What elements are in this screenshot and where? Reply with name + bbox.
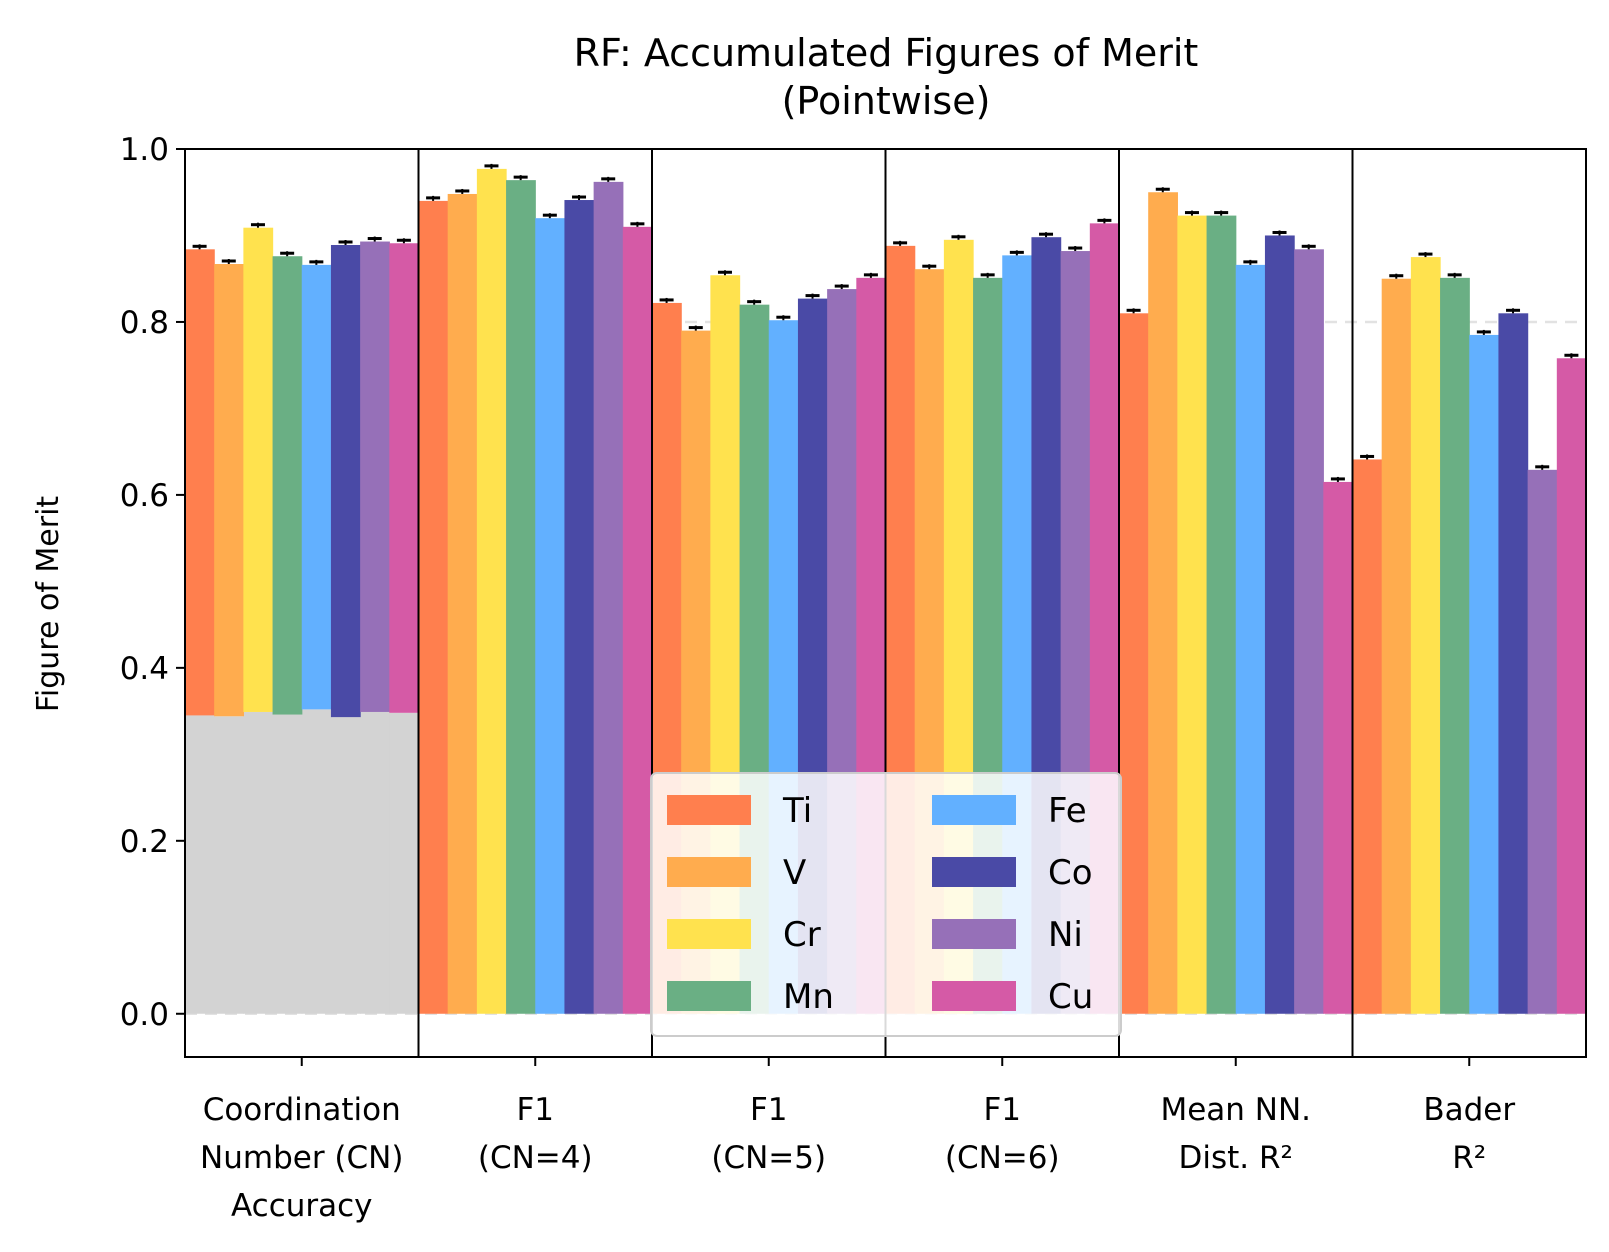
legend-label-ni: Ni — [1048, 915, 1083, 955]
bar-cu-group-4 — [1323, 481, 1354, 1014]
baseline-bar-ni — [360, 711, 390, 1014]
bar-cu-group-0 — [389, 243, 420, 713]
legend-label-cr: Cr — [783, 915, 821, 955]
bar-mn-group-0 — [272, 256, 303, 715]
bar-v-group-0 — [214, 264, 244, 717]
legend-swatch-co — [932, 857, 1016, 887]
bar-ni-group-1 — [593, 181, 624, 1014]
plot-frame — [184, 148, 1587, 1058]
y-tick-label-4: 0.8 — [120, 305, 169, 341]
bar-ni-group-5 — [1527, 469, 1558, 1014]
y-tick-label-2: 0.4 — [120, 651, 169, 687]
bar-ti-group-4 — [1119, 313, 1149, 1014]
legend-swatch-ti — [667, 795, 751, 825]
chart-subtitle: (Pointwise) — [782, 79, 991, 123]
y-tick-label-0: 0.0 — [120, 997, 169, 1033]
bar-cr-group-0 — [243, 227, 274, 712]
baseline-bar-cr — [243, 711, 274, 1014]
bar-fe-group-5 — [1469, 334, 1500, 1014]
legend-swatch-cu — [932, 981, 1016, 1011]
x-group-label-3-line-1: (CN=6) — [945, 1140, 1060, 1176]
x-group-label-4-line-1: Dist. R² — [1179, 1140, 1293, 1176]
legend-swatch-ni — [932, 919, 1016, 949]
x-group-label-3-line-0: F1 — [983, 1092, 1021, 1128]
bar-ti-group-5 — [1352, 459, 1383, 1014]
x-group-label-5-line-0: Bader — [1423, 1092, 1515, 1128]
baseline-bar-cu — [389, 712, 420, 1014]
legend-swatch-cr — [667, 919, 751, 949]
chart-title: RF: Accumulated Figures of Merit — [574, 31, 1199, 75]
bar-co-group-5 — [1498, 313, 1529, 1014]
y-tick-label-3: 0.6 — [120, 478, 169, 514]
bar-fe-group-4 — [1235, 264, 1266, 1014]
legend-label-ti: Ti — [782, 791, 812, 831]
x-group-label-1-line-1: (CN=4) — [478, 1140, 593, 1176]
legend-label-fe: Fe — [1048, 791, 1087, 831]
bar-ti-group-0 — [185, 249, 215, 716]
bar-co-group-1 — [564, 200, 595, 1014]
x-group-label-4-line-0: Mean NN. — [1160, 1092, 1311, 1128]
legend-label-cu: Cu — [1048, 977, 1093, 1017]
legend-swatch-mn — [667, 981, 751, 1011]
bar-v-group-4 — [1148, 192, 1178, 1014]
bar-v-group-5 — [1381, 278, 1412, 1014]
bar-mn-group-1 — [506, 180, 536, 1014]
bar-co-group-0 — [330, 244, 361, 718]
legend-label-v: V — [783, 853, 806, 893]
baseline-bar-v — [214, 716, 244, 1014]
legend-swatch-v — [667, 857, 751, 887]
x-axis: Coordination Number (CN) Accuracy F1 (CN=4) F… — [200, 1057, 1515, 1224]
baseline-bar-fe — [301, 709, 332, 1014]
baseline-bar-mn — [272, 714, 303, 1014]
x-group-label-2-line-0: F1 — [750, 1092, 788, 1128]
bar-cr-group-1 — [476, 168, 507, 1014]
bar-fe-group-1 — [535, 218, 566, 1014]
bar-cu-group-1 — [622, 226, 653, 1014]
y-tick-label-5: 1.0 — [120, 132, 169, 168]
baseline-bar-ti — [185, 715, 215, 1014]
bar-cr-group-4 — [1177, 215, 1208, 1014]
bar-cr-group-5 — [1410, 257, 1441, 1014]
baseline-bar-co — [330, 717, 361, 1014]
legend-label-co: Co — [1048, 853, 1093, 893]
bar-cu-group-5 — [1556, 358, 1587, 1014]
legend: Ti V Cr Mn Fe Co Ni Cu — [650, 772, 1122, 1037]
legend-swatch-fe — [932, 795, 1016, 825]
y-tick-label-1: 0.2 — [120, 824, 169, 860]
x-group-label-0-line-2: Accuracy — [231, 1188, 373, 1224]
y-axis-label: Figure of Merit — [31, 496, 66, 713]
bar-v-group-1 — [447, 193, 478, 1014]
bar-fe-group-0 — [301, 264, 332, 710]
x-group-label-0-line-0: Coordination — [203, 1092, 401, 1128]
bar-mn-group-4 — [1206, 215, 1237, 1014]
bar-ti-group-1 — [418, 200, 449, 1014]
legend-box — [650, 772, 1122, 1037]
bar-ni-group-0 — [360, 241, 390, 712]
x-group-label-1-line-0: F1 — [516, 1092, 554, 1128]
legend-label-mn: Mn — [783, 977, 834, 1017]
x-group-label-2-line-1: (CN=5) — [711, 1140, 826, 1176]
bar-mn-group-5 — [1440, 277, 1470, 1014]
bar-ni-group-4 — [1294, 249, 1324, 1014]
errorbar-layer — [192, 163, 1579, 482]
bar-co-group-4 — [1264, 235, 1295, 1014]
y-axis: 0.0 0.2 0.4 0.6 0.8 1.0 — [120, 132, 185, 1033]
x-group-label-0-line-1: Number (CN) — [200, 1140, 403, 1176]
x-group-label-5-line-1: R² — [1452, 1140, 1486, 1176]
baseline-layer — [185, 709, 420, 1014]
